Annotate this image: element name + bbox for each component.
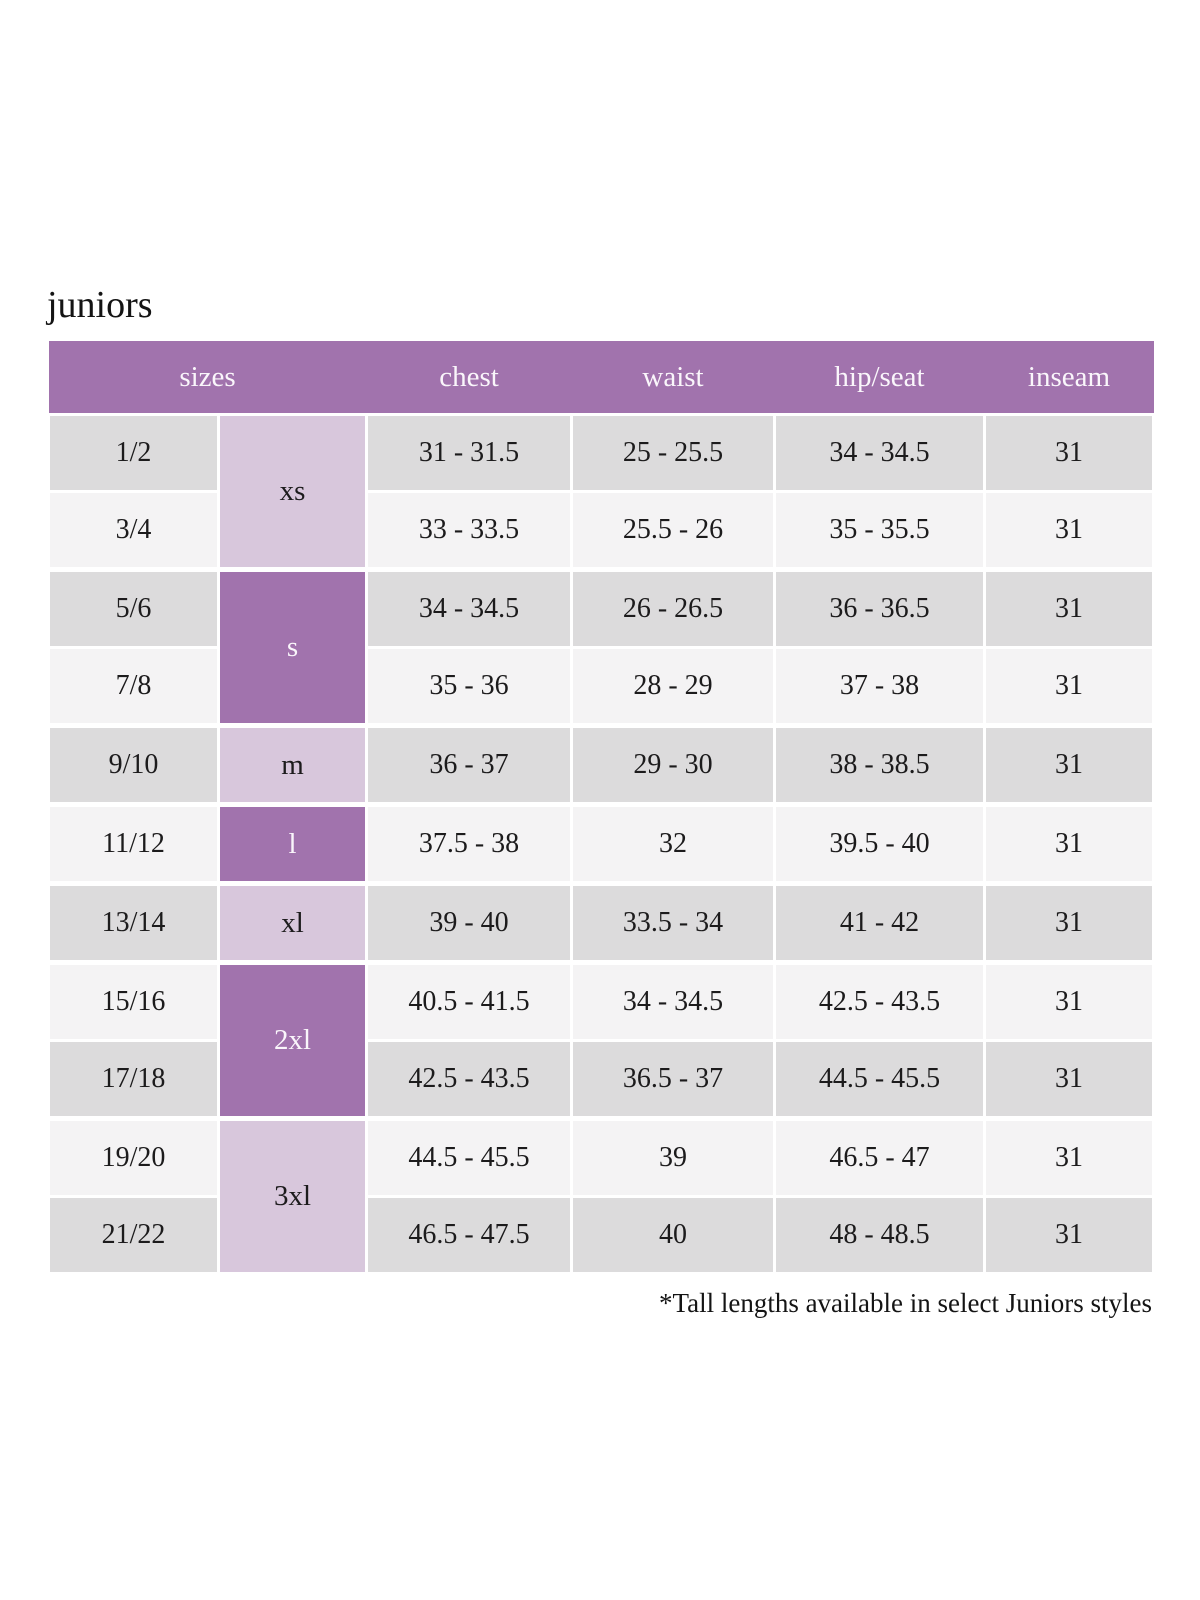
cell-chest: 44.5 - 45.5	[365, 1116, 573, 1198]
header-inseam: inseam	[984, 341, 1154, 415]
table-row: 5/6 s 34 - 34.5 26 - 26.5 36 - 36.5 31	[47, 567, 1155, 727]
cell-waist: 25.5 - 26	[570, 490, 776, 571]
cell-size: 21/22	[47, 1195, 220, 1275]
table-row: 11/12 l 37.5 - 38 32 39.5 - 40 31	[47, 802, 1155, 885]
cell-inseam: 31	[983, 490, 1155, 571]
size-table-body: 1/2 xs 31 - 31.5 25 - 25.5 34 - 34.5 31 3/4 33 …	[47, 413, 1155, 1275]
size-group-cell: 3xl	[217, 1116, 368, 1275]
size-group-cell: l	[217, 802, 368, 885]
cell-size: 11/12	[47, 802, 220, 885]
cell-inseam: 31	[983, 413, 1155, 493]
cell-waist: 25 - 25.5	[570, 413, 776, 493]
cell-waist: 39	[570, 1116, 776, 1198]
cell-waist: 36.5 - 37	[570, 1039, 776, 1120]
cell-inseam: 31	[983, 1039, 1155, 1120]
cell-chest: 37.5 - 38	[365, 802, 573, 885]
table-row: 7/8 35 - 36 28 - 29 37 - 38 31	[47, 646, 1155, 727]
cell-size: 1/2	[47, 413, 220, 493]
cell-hip-seat: 34 - 34.5	[773, 413, 986, 493]
cell-chest: 40.5 - 41.5	[365, 960, 573, 1042]
cell-hip-seat: 37 - 38	[773, 646, 986, 727]
cell-hip-seat: 44.5 - 45.5	[773, 1039, 986, 1120]
cell-chest: 36 - 37	[365, 723, 573, 806]
juniors-size-table: sizes chest waist hip/seat inseam 1/2 xs 3…	[47, 341, 1155, 1275]
cell-chest: 33 - 33.5	[365, 490, 573, 571]
cell-chest: 39 - 40	[365, 881, 573, 964]
cell-hip-seat: 41 - 42	[773, 881, 986, 964]
table-row: 13/14 xl 39 - 40 33.5 - 34 41 - 42 31	[47, 881, 1155, 964]
cell-chest: 46.5 - 47.5	[365, 1195, 573, 1275]
table-row: 21/22 46.5 - 47.5 40 48 - 48.5 31	[47, 1195, 1155, 1275]
cell-waist: 40	[570, 1195, 776, 1275]
size-group-cell: xs	[217, 413, 368, 571]
cell-size: 13/14	[47, 881, 220, 964]
size-table-header: sizes chest waist hip/seat inseam	[48, 341, 1154, 415]
size-chart-content: juniors sizes chest waist hip/seat insea…	[47, 283, 1155, 1319]
tall-lengths-footnote: *Tall lengths available in select Junior…	[658, 1288, 1152, 1318]
table-row: 1/2 xs 31 - 31.5 25 - 25.5 34 - 34.5 31	[47, 413, 1155, 571]
size-group-cell: xl	[217, 881, 368, 964]
cell-inseam: 31	[983, 567, 1155, 649]
cell-size: 7/8	[47, 646, 220, 727]
cell-inseam: 31	[983, 1116, 1155, 1198]
header-hip-seat: hip/seat	[774, 341, 985, 415]
size-group-cell: s	[217, 567, 368, 727]
size-group-cell: 2xl	[217, 960, 368, 1120]
table-row: 19/20 3xl 44.5 - 45.5 39 46.5 - 47 31	[47, 1116, 1155, 1275]
cell-hip-seat: 36 - 36.5	[773, 567, 986, 649]
cell-waist: 26 - 26.5	[570, 567, 776, 649]
cell-hip-seat: 48 - 48.5	[773, 1195, 986, 1275]
cell-inseam: 31	[983, 881, 1155, 964]
cell-inseam: 31	[983, 1195, 1155, 1275]
cell-size: 19/20	[47, 1116, 220, 1198]
cell-inseam: 31	[983, 802, 1155, 885]
cell-inseam: 31	[983, 723, 1155, 806]
cell-size: 17/18	[47, 1039, 220, 1120]
cell-hip-seat: 42.5 - 43.5	[773, 960, 986, 1042]
page-title: juniors	[47, 284, 153, 326]
cell-inseam: 31	[983, 646, 1155, 727]
header-chest: chest	[366, 341, 572, 415]
cell-size: 9/10	[47, 723, 220, 806]
cell-waist: 29 - 30	[570, 723, 776, 806]
size-group-cell: m	[217, 723, 368, 806]
cell-chest: 31 - 31.5	[365, 413, 573, 493]
table-row: 3/4 33 - 33.5 25.5 - 26 35 - 35.5 31	[47, 490, 1155, 571]
header-row: sizes chest waist hip/seat inseam	[48, 341, 1154, 415]
cell-waist: 33.5 - 34	[570, 881, 776, 964]
table-row: 15/16 2xl 40.5 - 41.5 34 - 34.5 42.5 - 43.5 3…	[47, 960, 1155, 1120]
header-waist: waist	[571, 341, 775, 415]
cell-hip-seat: 35 - 35.5	[773, 490, 986, 571]
cell-size: 3/4	[47, 490, 220, 571]
cell-inseam: 31	[983, 960, 1155, 1042]
cell-size: 5/6	[47, 567, 220, 649]
table-row: 9/10 m 36 - 37 29 - 30 38 - 38.5 31	[47, 723, 1155, 806]
cell-waist: 34 - 34.5	[570, 960, 776, 1042]
cell-size: 15/16	[47, 960, 220, 1042]
cell-hip-seat: 38 - 38.5	[773, 723, 986, 806]
cell-hip-seat: 46.5 - 47	[773, 1116, 986, 1198]
cell-chest: 34 - 34.5	[365, 567, 573, 649]
cell-hip-seat: 39.5 - 40	[773, 802, 986, 885]
cell-chest: 35 - 36	[365, 646, 573, 727]
cell-waist: 32	[570, 802, 776, 885]
table-row: 17/18 42.5 - 43.5 36.5 - 37 44.5 - 45.5 31	[47, 1039, 1155, 1120]
cell-chest: 42.5 - 43.5	[365, 1039, 573, 1120]
cell-waist: 28 - 29	[570, 646, 776, 727]
header-sizes: sizes	[48, 341, 367, 415]
